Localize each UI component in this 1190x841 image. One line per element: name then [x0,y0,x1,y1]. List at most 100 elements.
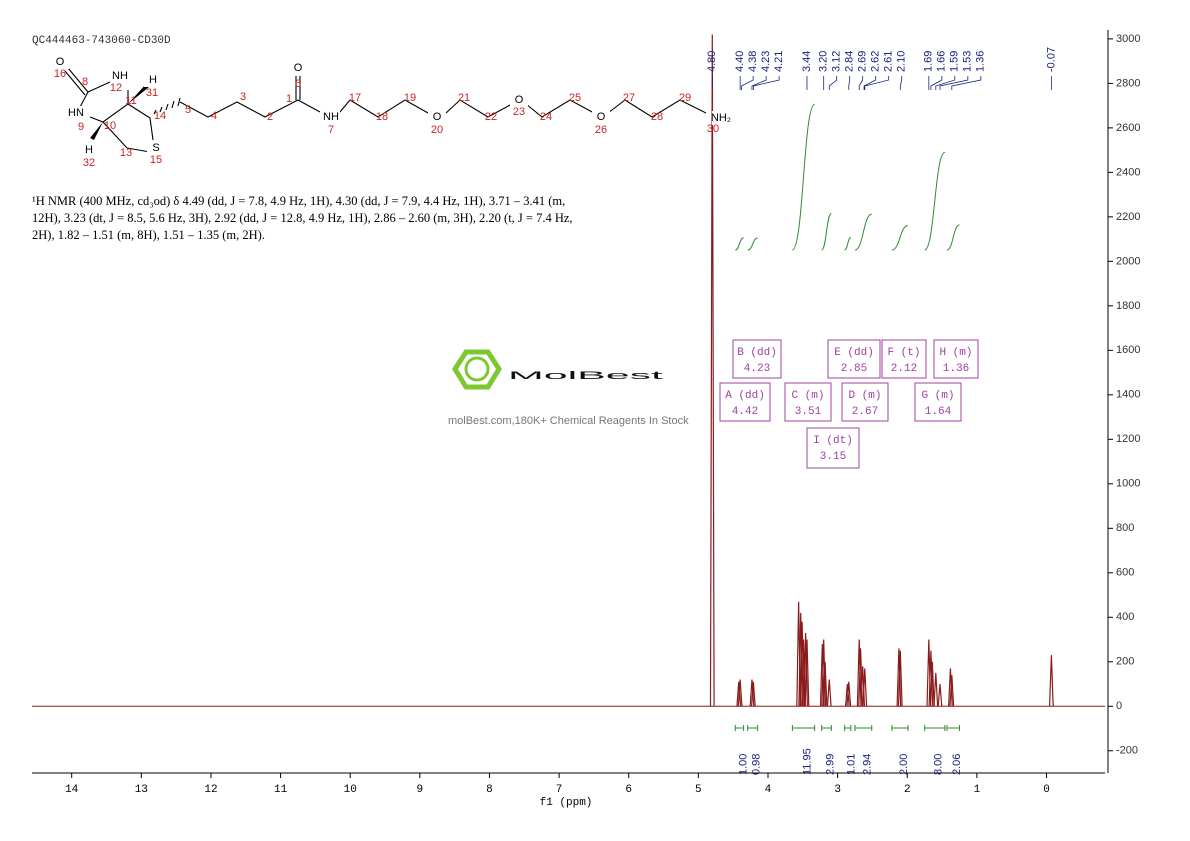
y-tick-label: 3000 [1116,33,1140,45]
atom-number: 8 [82,76,88,88]
peak-label-leader [951,76,982,90]
multiplet-box [841,382,889,422]
peak-label-leader [899,76,903,90]
atom-number: 6 [295,78,301,90]
atom-label: O [515,94,524,106]
atom-number: 1 [286,93,292,105]
peak [897,650,903,707]
peak-label: -0.07 [1045,47,1057,72]
peak [822,661,828,707]
peak-label: 2.10 [896,51,908,72]
atom-label: O [56,56,65,68]
atom-number: 26 [595,124,607,136]
atom-number: 11 [125,95,136,107]
multiplet-shift: 1.36 [943,363,969,375]
peak-label-leader [863,76,877,90]
integral-curve [924,151,946,251]
atom-label: NH [112,70,128,82]
peak-label: 4.21 [773,51,785,72]
description: ¹H NMR (400 MHz, cd₃od) δ 4.49 (dd, J = … [32,194,573,242]
integral-label: 11.95 [801,748,813,775]
integral-label: 2.06 [951,754,963,775]
peak-label-leader [939,76,969,90]
peak-label-leader [930,76,943,90]
atom-number: 24 [540,111,552,123]
multiplet-box [933,339,979,379]
x-tick-label: 0 [1043,784,1050,796]
atom-number: 20 [431,124,443,136]
peak [821,639,827,707]
atom-number: 32 [83,157,95,169]
atom-backdrop [592,110,610,124]
x-tick-label: 9 [417,784,424,796]
peak [804,639,810,707]
peak [749,679,755,707]
peak-label: 1.59 [949,51,961,72]
watermark-text: molBest.com,180K+ Chemical Reagents In S… [448,415,689,427]
atom-number: 16 [54,68,66,80]
x-tick-label: 4 [765,784,772,796]
atom-number: 30 [707,123,719,135]
multiplet-shift: 3.51 [795,406,822,418]
peak [819,643,825,707]
multiplet-shift: 1.64 [925,406,952,418]
peak-label: 4.80 [706,51,718,72]
peak-label-leader [848,76,851,90]
multiplet-label: B (dd) [737,347,777,359]
atom-number: 13 [120,147,132,159]
peak-label-leader [741,76,754,90]
integral-bracket [734,725,745,731]
peak-label: 2.62 [870,51,882,72]
atom-number: 15 [150,154,162,166]
peak-label: 4.23 [760,51,772,72]
multiplet-label: A (dd) [725,390,765,402]
multiplet-label: F (t) [887,347,920,359]
peak [803,632,808,707]
integral-bracket [946,725,960,731]
peak [709,34,715,707]
multiplet-box [784,382,832,422]
bond [179,99,707,118]
atom-backdrop [51,55,69,69]
atom-number: 14 [154,110,166,122]
y-tick-label: 600 [1116,567,1134,579]
multiplet-shift: 2.12 [891,363,917,375]
peak-label-leader [751,76,767,90]
peak [937,683,943,707]
atom-number: 3 [240,91,246,103]
peak [948,668,953,707]
atom-number: 29 [679,92,691,104]
peak [826,679,832,707]
atom-number: 23 [513,106,525,118]
x-tick-label: 12 [204,784,217,796]
integral-curve [735,237,744,251]
integral-bracket [924,725,946,731]
integral-bracket [844,725,852,731]
peak [856,639,862,707]
peak-label-leader [828,76,838,90]
multiplet-box [914,382,962,422]
integral-label: 1.00 [737,754,749,775]
x-axis-label: f1 (ppm) [540,797,593,809]
peak-label: 1.36 [975,51,987,72]
y-tick-label: 2800 [1116,77,1140,89]
bond [64,67,89,96]
peak-label: 1.53 [962,51,974,72]
peak-label: 2.61 [883,51,895,72]
peak [844,683,850,707]
peak-label: 4.40 [734,51,746,72]
multiplet-shift: 4.42 [732,406,758,418]
integral-label: 1.01 [846,754,858,775]
atom-backdrop [147,141,165,155]
x-tick-label: 5 [695,784,702,796]
y-tick-label: 1000 [1116,478,1140,490]
description-box: ¹H NMR (400 MHz, cd₃od) δ 4.49 (dd, J = … [32,194,573,242]
y-tick-label: 0 [1116,700,1122,712]
y-tick-label: 1200 [1116,433,1140,445]
logo-ring [464,356,490,382]
y-tick-label: 2000 [1116,255,1140,267]
y-tick-label: 800 [1116,522,1134,534]
integral-curve [791,103,816,251]
atom-backdrop [322,110,340,124]
integral-curve [891,225,909,251]
